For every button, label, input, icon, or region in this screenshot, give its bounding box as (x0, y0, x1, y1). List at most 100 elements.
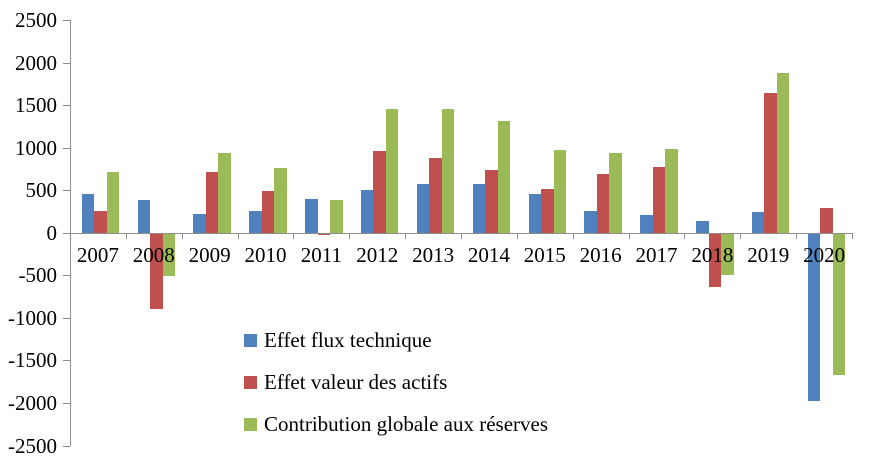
bar-flux-technique-2012 (360, 190, 374, 233)
bar-contribution-globale-2015 (553, 150, 567, 233)
y-axis-label: 1500 (15, 93, 57, 118)
bar-valeur-actifs-2018 (708, 233, 722, 287)
bar-contribution-globale-2017 (665, 149, 678, 233)
legend-label-contribution-globale: Contribution globale aux réserves (264, 412, 549, 436)
bar-contribution-globale-2012 (385, 108, 399, 233)
bar-flux-technique-2007 (81, 193, 95, 233)
y-axis-label: -2500 (8, 433, 57, 458)
bar-valeur-actifs-2016 (596, 174, 610, 233)
x-axis-tick (628, 232, 630, 239)
bar-valeur-actifs-2017 (652, 167, 666, 233)
legend-label-effet-valeur-des-actifs: Effet valeur des actifs (264, 370, 448, 394)
y-axis-tick (63, 105, 70, 107)
bar-valeur-actifs-2014 (485, 170, 498, 233)
bar-valeur-actifs-2008 (150, 233, 163, 310)
x-axis-label-2020: 2020 (803, 242, 846, 267)
y-axis-tick (63, 62, 70, 64)
bar-flux-technique-2020 (807, 233, 821, 401)
bar-valeur-actifs-2020 (820, 208, 833, 233)
y-axis-label: -2000 (8, 390, 57, 415)
bar-flux-technique-2016 (584, 211, 597, 233)
x-axis-tick (852, 232, 853, 239)
bar-valeur-actifs-2007 (94, 211, 107, 233)
y-axis-tick (63, 402, 70, 404)
x-axis-label-2013: 2013 (412, 242, 455, 267)
y-axis-label: 2000 (15, 50, 57, 75)
x-axis-label-2007: 2007 (76, 242, 119, 267)
x-axis-label-2016: 2016 (579, 242, 622, 267)
y-axis-tick (63, 275, 70, 277)
y-axis-tick (63, 360, 70, 362)
y-axis-tick (63, 20, 70, 21)
x-axis-label-2014: 2014 (467, 242, 510, 267)
x-axis-label-2017: 2017 (635, 242, 678, 267)
legend-swatch-green (244, 418, 257, 431)
bar-valeur-actifs-2011 (317, 233, 331, 236)
x-axis-tick (293, 232, 295, 239)
x-axis-tick (181, 232, 183, 239)
x-axis-label-2019: 2019 (747, 242, 790, 267)
legend-label-effet-flux-technique: Effet flux technique (264, 328, 432, 352)
x-axis-label-2011: 2011 (300, 242, 342, 267)
bar-valeur-actifs-2010 (261, 190, 275, 233)
bar-flux-technique-2008 (137, 199, 151, 233)
y-axis-tick (63, 317, 70, 319)
bar-contribution-globale-2016 (609, 152, 622, 233)
bar-contribution-globale-2013 (441, 108, 455, 233)
x-axis-tick (572, 232, 574, 239)
y-axis-tick (63, 190, 70, 192)
bar-flux-technique-2019 (751, 212, 765, 233)
x-axis-tick (405, 232, 407, 239)
y-axis-label: 2500 (15, 8, 57, 32)
x-axis-label-2012: 2012 (356, 242, 399, 267)
bar-flux-technique-2010 (249, 210, 262, 233)
bar-flux-technique-2011 (305, 199, 318, 233)
bar-flux-technique-2013 (416, 183, 430, 233)
bar-contribution-globale-2019 (776, 72, 790, 233)
legend-item-contribution-globale: Contribution globale aux réserves (244, 411, 548, 438)
legend-swatch-red (244, 376, 257, 389)
x-axis-tick (125, 232, 127, 239)
bar-contribution-globale-2011 (330, 199, 343, 233)
x-axis-tick (796, 232, 798, 239)
legend-item-effet-flux-technique: Effet flux technique (244, 327, 548, 354)
x-axis-label-2010: 2010 (244, 242, 287, 267)
legend-swatch-blue (244, 334, 257, 347)
bar-contribution-globale-2018 (721, 233, 734, 276)
x-axis-tick (70, 232, 71, 239)
y-axis-label: 0 (46, 220, 58, 245)
x-axis-tick (516, 232, 518, 239)
y-axis-label: 500 (25, 178, 58, 203)
x-axis-tick (461, 232, 462, 239)
x-axis-tick (740, 232, 742, 239)
y-axis-tick (63, 147, 70, 149)
bar-flux-technique-2017 (640, 214, 653, 233)
bar-flux-technique-2014 (472, 183, 486, 233)
bar-flux-technique-2018 (696, 220, 709, 233)
bar-valeur-actifs-2013 (429, 158, 442, 233)
bar-contribution-globale-2010 (274, 168, 287, 233)
x-axis-label-2009: 2009 (188, 242, 231, 267)
x-axis-label-2015: 2015 (523, 242, 566, 267)
x-axis-tick (349, 232, 351, 239)
x-axis-label-2018: 2018 (691, 242, 734, 267)
y-axis-label: -500 (18, 263, 58, 288)
bar-contribution-globale-2014 (497, 120, 511, 233)
bar-flux-technique-2015 (528, 194, 542, 233)
bar-valeur-actifs-2012 (373, 151, 386, 233)
x-axis-label-2008: 2008 (132, 242, 175, 267)
y-axis-label: 1000 (15, 135, 57, 160)
bar-flux-technique-2009 (193, 213, 206, 233)
y-axis-tick (63, 232, 70, 234)
bar-contribution-globale-2009 (218, 153, 231, 233)
bar-contribution-globale-2007 (106, 172, 120, 233)
y-axis-tick (63, 445, 70, 447)
bar-valeur-actifs-2015 (541, 189, 554, 233)
bar-contribution-globale-2008 (162, 233, 176, 277)
y-axis-label: -1500 (8, 348, 57, 373)
bar-contribution-globale-2020 (832, 233, 846, 376)
legend: Effet flux technique Effet valeur des ac… (244, 327, 548, 453)
legend-item-effet-valeur-des-actifs: Effet valeur des actifs (244, 369, 548, 396)
